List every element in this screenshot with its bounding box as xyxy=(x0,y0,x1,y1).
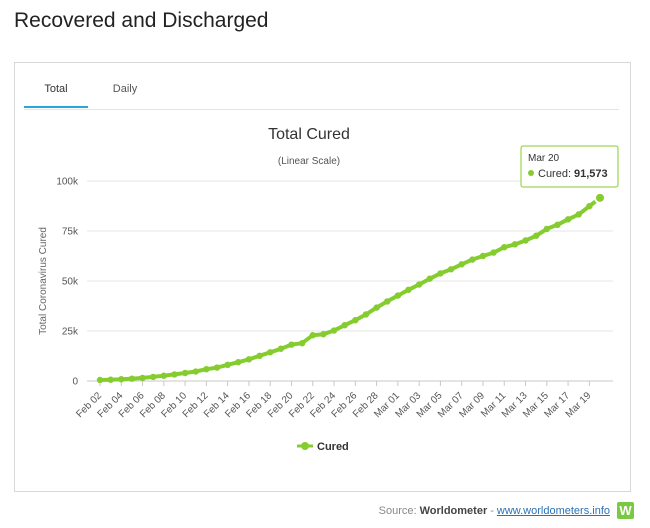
data-point xyxy=(586,202,593,210)
data-point xyxy=(139,374,146,382)
data-point xyxy=(96,376,104,384)
source-prefix: Source: xyxy=(378,504,417,517)
data-point xyxy=(309,332,316,339)
data-point xyxy=(437,270,444,277)
data-point xyxy=(107,376,114,383)
data-point xyxy=(256,352,263,360)
data-point xyxy=(128,375,136,382)
line-chart: Total Cured (Linear Scale) Total Coronav… xyxy=(38,126,619,453)
data-point xyxy=(288,341,295,348)
data-point xyxy=(479,252,487,260)
legend-label: Cured xyxy=(317,441,349,453)
page-title: Recovered and Discharged xyxy=(14,9,269,32)
data-point xyxy=(181,369,189,377)
data-point xyxy=(149,373,157,381)
y-tick-label: 75k xyxy=(62,227,79,238)
y-tick-label: 100k xyxy=(56,177,79,188)
chart-title: Total Cured xyxy=(268,126,350,143)
tab-daily[interactable]: Daily xyxy=(112,83,138,95)
data-point xyxy=(543,225,551,233)
data-point xyxy=(384,298,391,305)
data-point xyxy=(245,356,253,363)
data-point xyxy=(298,340,306,347)
data-point xyxy=(426,275,433,282)
tab-bar: Total Daily xyxy=(24,71,619,110)
data-point xyxy=(160,372,168,379)
data-point xyxy=(277,345,285,352)
tooltip-marker xyxy=(528,170,534,176)
tab-total[interactable]: Total xyxy=(24,71,88,108)
data-point xyxy=(362,311,370,318)
data-point xyxy=(594,191,606,204)
data-point xyxy=(447,266,455,273)
source-name: Worldometer xyxy=(419,504,488,517)
data-point xyxy=(203,365,210,373)
tooltip-value: 91,573 xyxy=(574,168,608,180)
data-point xyxy=(192,368,199,375)
data-point xyxy=(575,211,582,218)
data-point xyxy=(213,364,221,371)
data-point xyxy=(171,371,178,378)
data-point xyxy=(224,361,231,369)
data-point xyxy=(564,216,572,223)
data-point xyxy=(373,304,380,311)
data-point xyxy=(118,376,125,383)
data-point xyxy=(235,358,242,366)
data-point xyxy=(501,243,508,251)
data-point xyxy=(490,249,497,256)
data-point xyxy=(320,331,327,338)
tooltip-date: Mar 20 xyxy=(528,153,560,164)
tooltip-box xyxy=(520,145,619,188)
data-point xyxy=(522,237,529,244)
data-point xyxy=(394,292,402,299)
data-point xyxy=(267,349,274,356)
data-point xyxy=(341,321,348,329)
data-point xyxy=(352,317,359,324)
chart-subtitle: (Linear Scale) xyxy=(278,156,340,167)
source-link[interactable]: www.worldometers.info xyxy=(496,504,610,517)
y-axis-label: Total Coronavirus Cured xyxy=(38,227,49,335)
data-point xyxy=(330,327,338,334)
y-tick-label: 25k xyxy=(62,327,79,338)
data-point xyxy=(511,241,519,248)
data-point xyxy=(532,232,540,239)
data-point xyxy=(469,256,476,263)
tooltip-label: Cured: xyxy=(538,168,571,180)
source-line: Source: Worldometer - www.worldometers.i… xyxy=(379,502,634,519)
worldometer-logo-icon: W xyxy=(617,502,634,519)
data-point xyxy=(458,261,465,268)
y-tick-label: 50k xyxy=(62,277,79,288)
y-tick-label: 0 xyxy=(72,377,78,388)
data-point xyxy=(415,281,423,288)
chart-card: Total Daily Total Cured (Linear Scale) T… xyxy=(14,62,631,492)
source-separator: - xyxy=(490,504,494,517)
series-line xyxy=(98,195,602,382)
legend-marker xyxy=(301,442,309,450)
data-point xyxy=(405,286,412,293)
data-point xyxy=(554,221,561,229)
